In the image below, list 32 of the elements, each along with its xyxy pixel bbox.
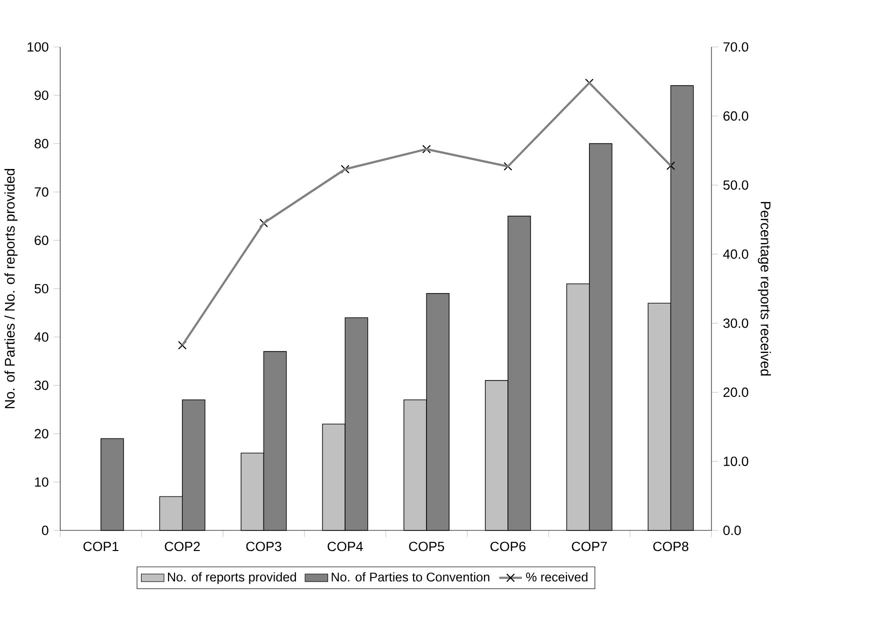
x-tick-label: COP3 — [246, 542, 282, 552]
y2-tick-label: 30.0 — [723, 318, 748, 328]
x-tick-label: COP7 — [572, 542, 607, 552]
y2-axis-title: Percentage reports received — [758, 202, 771, 376]
x-tick-label: COP1 — [83, 542, 118, 552]
y-tick-label: 60 — [34, 235, 48, 245]
y-tick-label: 40 — [34, 332, 48, 342]
y2-tick-label: 60.0 — [723, 111, 748, 121]
x-tick-label: COP8 — [653, 542, 688, 552]
y2-tick-label: 40.0 — [723, 249, 748, 259]
y-tick-label: 50 — [34, 284, 48, 294]
legend-label: % received — [526, 572, 588, 582]
y-tick-label: 90 — [34, 90, 48, 100]
x-tick-label: COP2 — [164, 542, 200, 552]
y2-tick-label: 0.0 — [723, 526, 741, 535]
y2-tick-label: 70.0 — [724, 42, 748, 52]
x-tick-label: COP6 — [490, 542, 526, 552]
x-tick-label: COP5 — [409, 542, 444, 552]
y2-tick-label: 20.0 — [723, 387, 748, 397]
y2-tick-label: 50.0 — [723, 180, 748, 190]
legend-label: No. of Parties to Convention — [332, 572, 490, 582]
legend-label: No. of reports provided — [168, 572, 296, 584]
y-tick-label: 100 — [28, 42, 48, 52]
y-tick-label: 20 — [34, 428, 48, 438]
y-axis-title: No. of Parties / No. of reports provided — [4, 168, 18, 408]
y-tick-label: 30 — [34, 380, 48, 390]
x-tick-label: COP4 — [328, 542, 363, 552]
y-tick-label: 10 — [35, 477, 48, 487]
y2-tick-label: 10.0 — [724, 456, 748, 466]
y-tick-label: 70 — [34, 187, 48, 197]
y-tick-label: 80 — [34, 138, 48, 148]
y-tick-label: 0 — [42, 526, 48, 535]
